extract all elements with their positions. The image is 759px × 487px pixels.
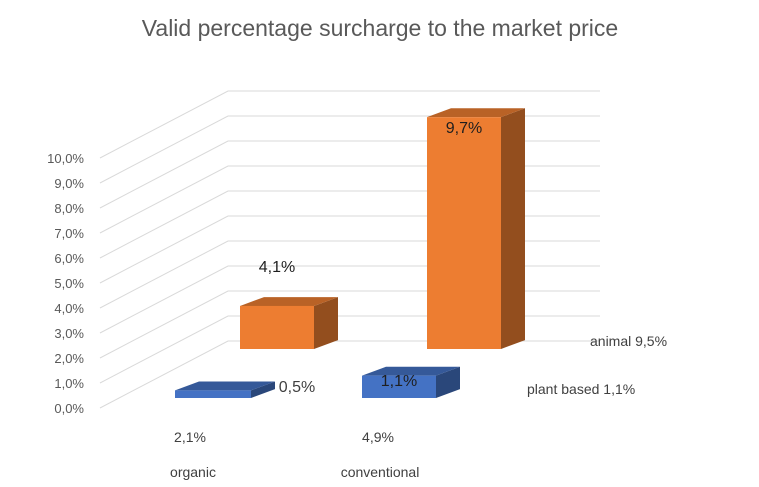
bar-top	[240, 297, 338, 306]
chart-title: Valid percentage surcharge to the market…	[142, 15, 618, 41]
bar-side	[314, 297, 338, 349]
labels: 4,1% 9,7% 0,5% 1,1% animal 9,5% plant based 1…	[170, 120, 667, 480]
y-tick-label: 4,0%	[54, 301, 84, 316]
y-tick-label: 9,0%	[54, 176, 84, 191]
category-sublabel: 4,9%	[362, 429, 394, 445]
category-label: organic	[170, 464, 216, 480]
bars	[175, 108, 525, 398]
bar-conventional-plant	[362, 366, 460, 398]
bar-front	[240, 305, 314, 349]
y-tick-label: 8,0%	[54, 201, 84, 216]
bar-front	[427, 117, 501, 350]
category-sublabel: 2,1%	[174, 429, 206, 445]
gridline	[99, 90, 600, 159]
data-label: 4,1%	[259, 259, 295, 276]
bar-side	[501, 108, 525, 350]
y-tick-label: 6,0%	[54, 251, 84, 266]
series-label-animal: animal 9,5%	[590, 333, 667, 349]
y-tick-label: 7,0%	[54, 226, 84, 241]
bar-conventional-animal	[427, 108, 525, 350]
bar-top	[427, 108, 525, 118]
bar-organic-animal	[240, 297, 338, 349]
y-tick-label: 3,0%	[54, 326, 84, 341]
data-label: 9,7%	[446, 120, 482, 137]
y-tick-label: 5,0%	[54, 276, 84, 291]
series-label-plant: plant based 1,1%	[527, 381, 635, 397]
y-axis-ticks: 0,0% 1,0% 2,0% 3,0% 4,0% 5,0% 6,0% 7,0% 8,0% 9,0%…	[47, 151, 84, 416]
bar-top	[362, 366, 460, 376]
bar-top	[175, 381, 275, 391]
bar-front	[362, 375, 436, 398]
y-tick-label: 10,0%	[47, 151, 84, 166]
bar-front	[175, 390, 251, 398]
bar-side	[251, 381, 275, 398]
data-label: 1,1%	[381, 373, 417, 390]
y-tick-label: 0,0%	[54, 401, 84, 416]
y-tick-label: 2,0%	[54, 351, 84, 366]
bar-organic-plant	[175, 381, 275, 398]
bar-side	[436, 366, 460, 398]
y-tick-label: 1,0%	[54, 376, 84, 391]
data-label: 0,5%	[279, 379, 315, 396]
category-label: conventional	[341, 464, 420, 480]
